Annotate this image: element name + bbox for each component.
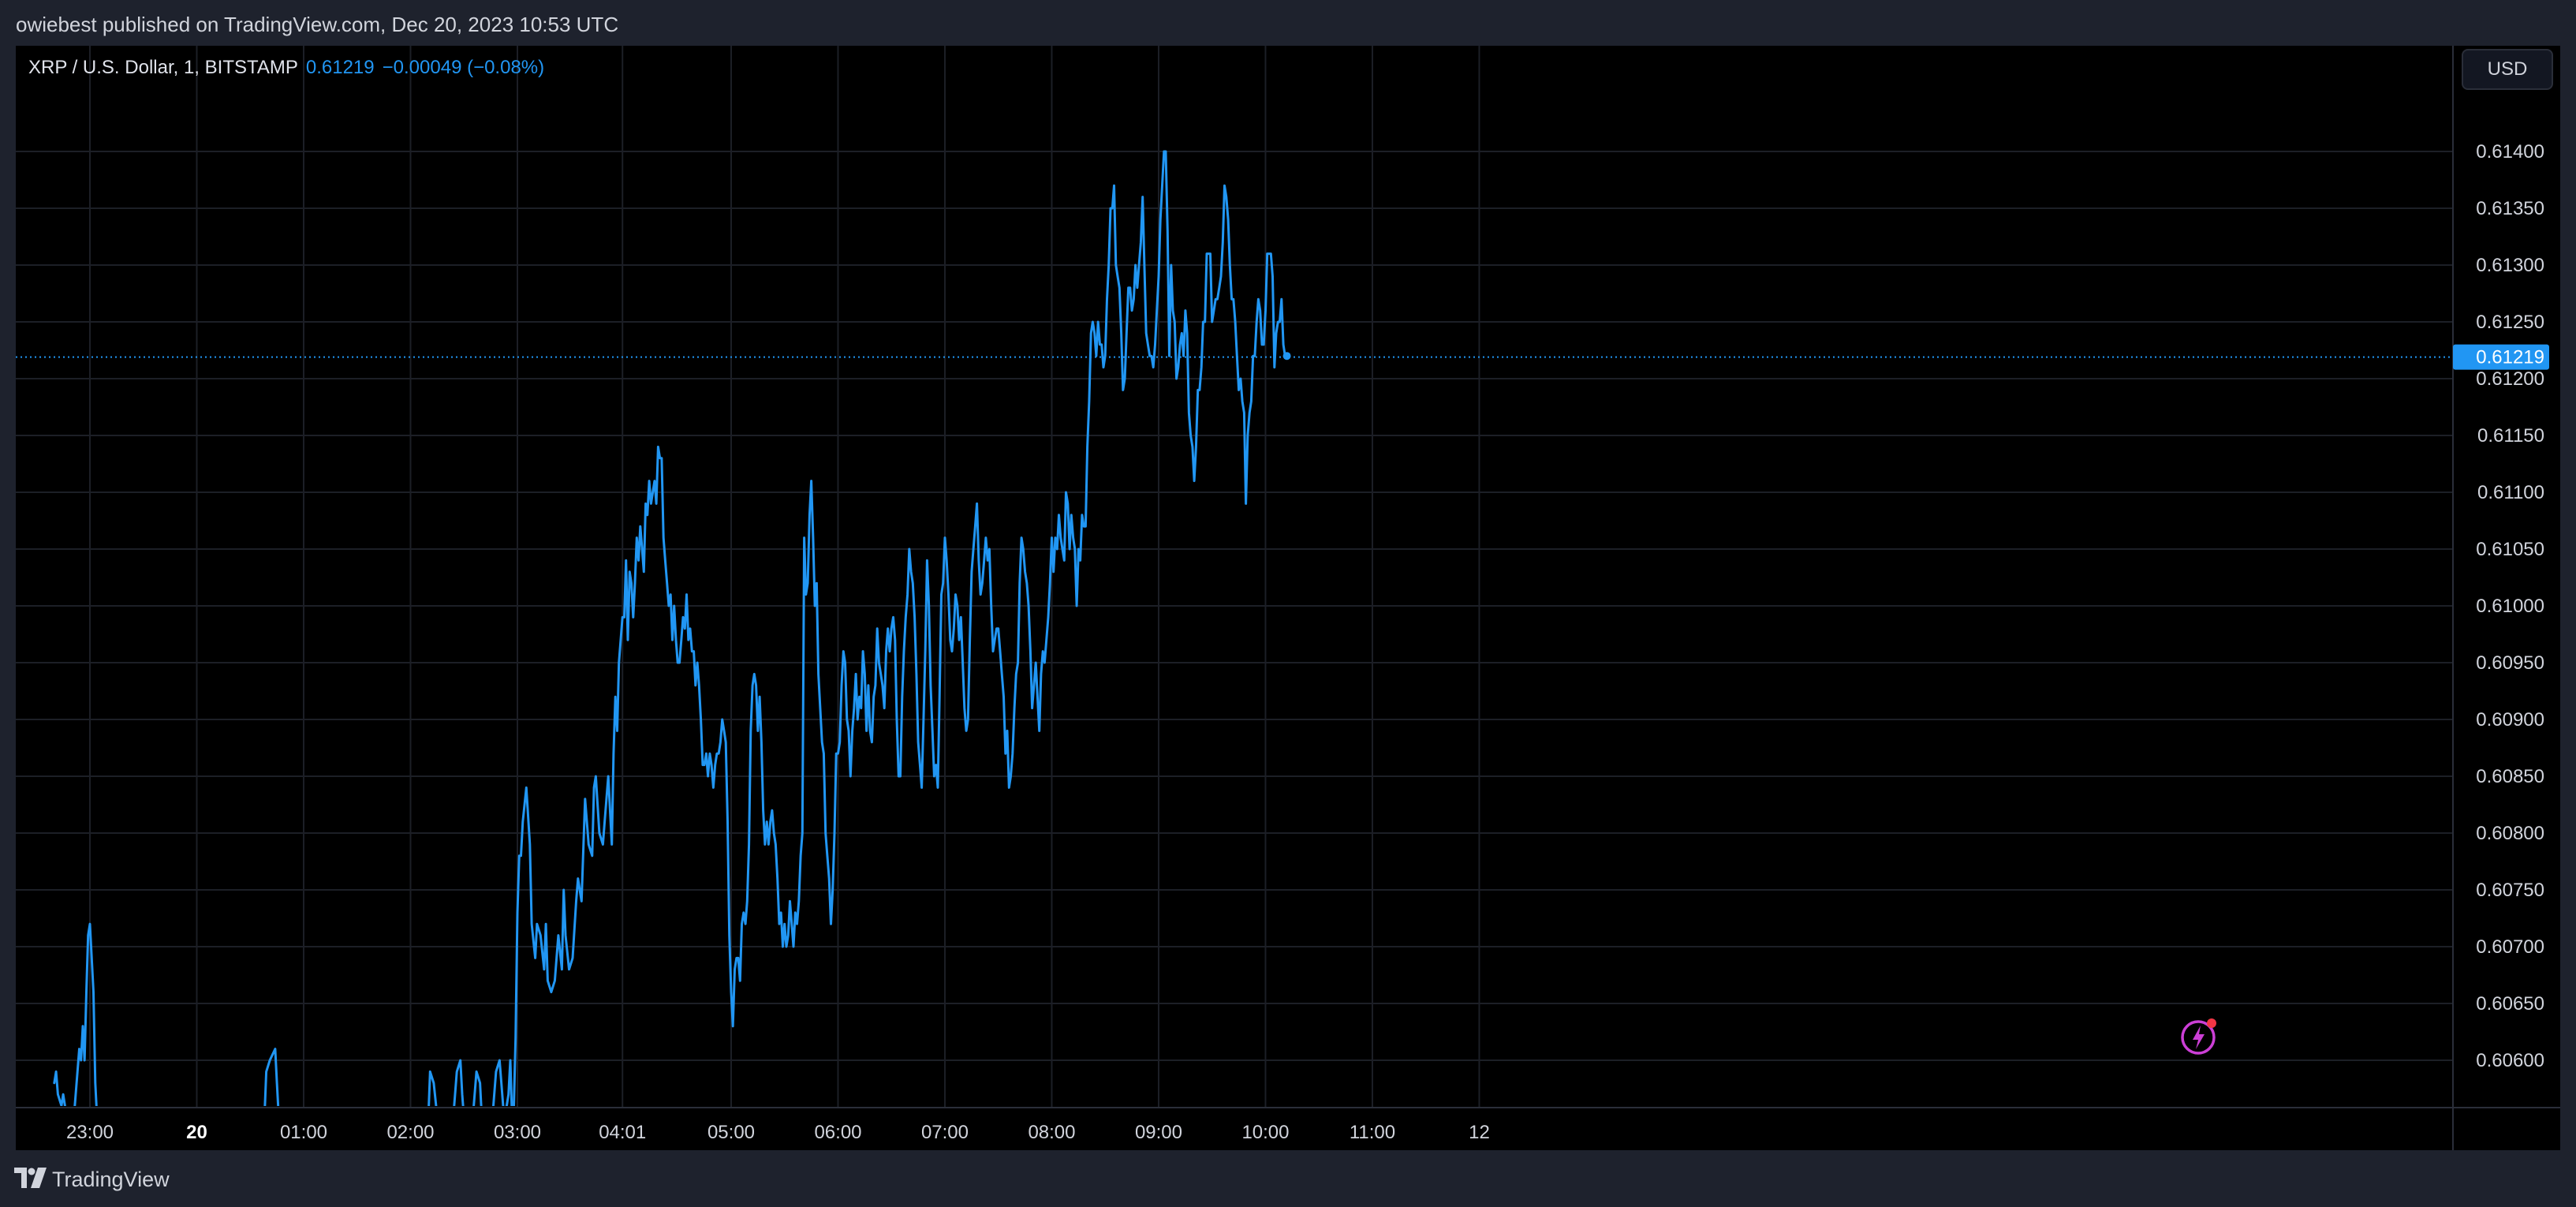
last-price-tag-bg: [2453, 344, 2549, 370]
symbol-title: XRP / U.S. Dollar, 1, BITSTAMP: [28, 57, 298, 78]
y-tick-label: 0.61050: [2476, 539, 2544, 560]
x-tick-label: 05:00: [707, 1122, 755, 1143]
lightning-bolt-icon[interactable]: [2179, 1015, 2220, 1056]
y-tick-label: 0.60900: [2476, 709, 2544, 731]
x-axis-labels: 23:00 20 01:00 02:00 03:00 04:01 05:00 06:00 07:…: [66, 1122, 1490, 1143]
x-tick-label: 04:01: [599, 1122, 646, 1143]
chart-area[interactable]: 0.60600 0.60650 0.60700 0.60750 0.60800 0.608…: [16, 46, 2560, 1150]
y-tick-label: 0.61100: [2477, 482, 2544, 503]
x-tick-label: 10:00: [1241, 1122, 1289, 1143]
y-tick-label: 0.60800: [2476, 823, 2544, 844]
chart-grid: [16, 46, 2453, 1108]
x-tick-label: 02:00: [386, 1122, 434, 1143]
y-tick-label: 0.61250: [2476, 312, 2544, 333]
y-tick-label: 0.60650: [2476, 993, 2544, 1015]
y-axis-labels: 0.60600 0.60650 0.60700 0.60750 0.60800 0.608…: [2476, 141, 2544, 1071]
last-price: 0.61219: [305, 57, 375, 78]
price-series: [53, 150, 1291, 1106]
y-tick-label: 0.61150: [2477, 425, 2544, 447]
x-tick-label: 03:00: [494, 1122, 541, 1143]
price-change: −0.00049 (−0.08%): [382, 57, 545, 78]
footer: TradingView: [0, 1150, 2576, 1207]
axis-separators: [16, 46, 2560, 1150]
y-tick-label: 0.61200: [2476, 368, 2544, 390]
y-tick-label: 0.60700: [2476, 936, 2544, 958]
y-tick-label: 0.60950: [2476, 652, 2544, 674]
x-tick-label: 09:00: [1135, 1122, 1182, 1143]
y-tick-label: 0.60600: [2476, 1050, 2544, 1071]
x-tick-label: 20: [186, 1122, 207, 1143]
symbol-legend[interactable]: XRP / U.S. Dollar, 1, BITSTAMP 0.61219 −0.…: [28, 57, 544, 79]
publish-info: owiebest published on TradingView.com, D…: [16, 13, 619, 36]
x-tick-label: 07:00: [921, 1122, 969, 1143]
publish-header: owiebest published on TradingView.com, D…: [0, 0, 2576, 46]
last-price-tag-label: 0.61219: [2476, 347, 2544, 368]
tradingview-logo-icon[interactable]: [14, 1166, 47, 1190]
price-chart[interactable]: 0.60600 0.60650 0.60700 0.60750 0.60800 0.608…: [16, 46, 2560, 1150]
currency-button[interactable]: USD: [2462, 49, 2553, 90]
x-tick-label: 11:00: [1350, 1122, 1395, 1143]
x-tick-label: 12: [1469, 1122, 1490, 1143]
y-tick-label: 0.61000: [2476, 596, 2544, 617]
x-tick-label: 06:00: [814, 1122, 861, 1143]
x-tick-label: 01:00: [280, 1122, 327, 1143]
y-tick-label: 0.61350: [2476, 198, 2544, 219]
last-price-tag: 0.61219: [16, 344, 2549, 370]
y-tick-label: 0.61400: [2476, 141, 2544, 163]
series-line: [53, 150, 1289, 1106]
y-tick-label: 0.61300: [2476, 255, 2544, 276]
x-tick-label: 08:00: [1028, 1122, 1075, 1143]
y-tick-label: 0.60750: [2476, 880, 2544, 901]
x-tick-label: 23:00: [66, 1122, 114, 1143]
brand-name[interactable]: TradingView: [52, 1168, 170, 1191]
y-tick-label: 0.60850: [2476, 766, 2544, 787]
last-point-marker: [1282, 352, 1291, 361]
